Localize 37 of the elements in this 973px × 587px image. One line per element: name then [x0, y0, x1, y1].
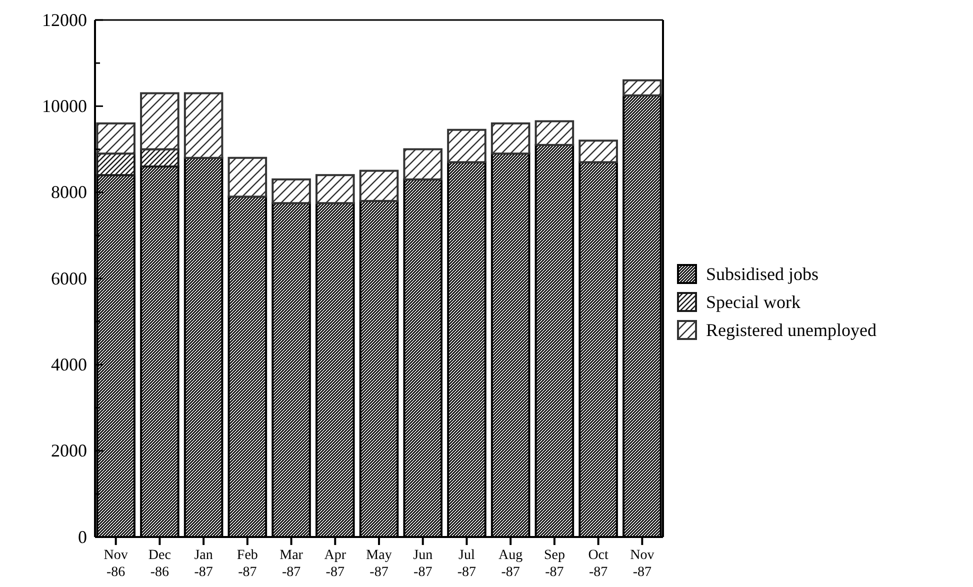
x-tick-label: Oct -87 [588, 548, 609, 580]
y-tick-label: 6000 [51, 268, 87, 288]
legend-label: Special work [706, 292, 800, 312]
bar [228, 156, 268, 198]
bar [359, 170, 399, 202]
bar [96, 152, 136, 176]
bar [447, 128, 486, 164]
y-tick-label: 12000 [42, 10, 87, 30]
bar [316, 174, 355, 204]
x-tick-label: Sep -87 [544, 548, 565, 580]
bar [578, 140, 618, 164]
bar [403, 148, 442, 180]
legend-label: Registered unemployed [706, 320, 876, 340]
x-tick-label: Jul -87 [457, 548, 476, 580]
x-tick-label: Nov -86 [104, 548, 128, 580]
x-tick-label: Apr -87 [324, 548, 346, 580]
x-tick-label: Feb -87 [236, 548, 258, 580]
y-tick-label: 2000 [51, 440, 87, 461]
x-tick-label: Aug -87 [498, 548, 523, 580]
x-tick-label: Jan -87 [194, 548, 213, 580]
bar [96, 122, 136, 155]
y-tick-label: 8000 [51, 182, 87, 202]
bar [272, 178, 311, 204]
bar [534, 120, 574, 146]
bar [184, 92, 224, 159]
x-tick-label: Dec -86 [148, 548, 171, 580]
x-tick-label: May -87 [366, 548, 392, 580]
x-tick-label: Jun -87 [413, 548, 433, 580]
legend-label: Subsidised jobs [706, 264, 819, 284]
x-tick-label: Nov -87 [630, 548, 654, 580]
bar [140, 92, 180, 150]
bar [490, 122, 530, 155]
y-tick-label: 0 [78, 526, 87, 547]
x-tick-label: Mar -87 [280, 548, 304, 580]
y-tick-label: 4000 [51, 354, 87, 374]
bar [622, 79, 662, 96]
y-tick-label: 10000 [42, 96, 87, 116]
